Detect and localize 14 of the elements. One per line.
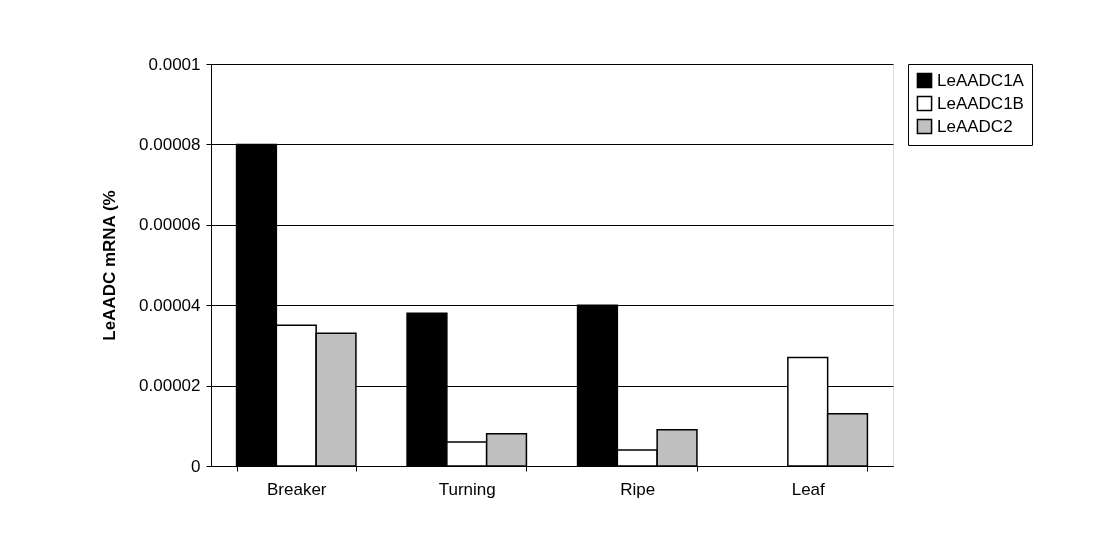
legend-label: LeAADC2	[937, 116, 1013, 136]
x-tick-label: Breaker	[266, 479, 327, 499]
y-tick-label: 0.00006	[139, 215, 201, 235]
y-tick-label: 0	[191, 456, 201, 476]
x-tick-label: Leaf	[791, 479, 826, 499]
x-tick-label: Turning	[438, 479, 496, 499]
y-axis-title: LeAADC mRNA (%	[100, 190, 120, 341]
legend-label: LeAADC1B	[937, 93, 1024, 113]
y-tick-label: 0.0001	[148, 54, 201, 74]
y-tick-label: 0.00008	[139, 134, 201, 154]
y-tick-label: 0.00004	[139, 295, 201, 315]
legend-label: LeAADC1A	[937, 70, 1025, 90]
x-tick-label: Ripe	[620, 479, 656, 499]
y-tick-label: 0.00002	[139, 376, 201, 396]
